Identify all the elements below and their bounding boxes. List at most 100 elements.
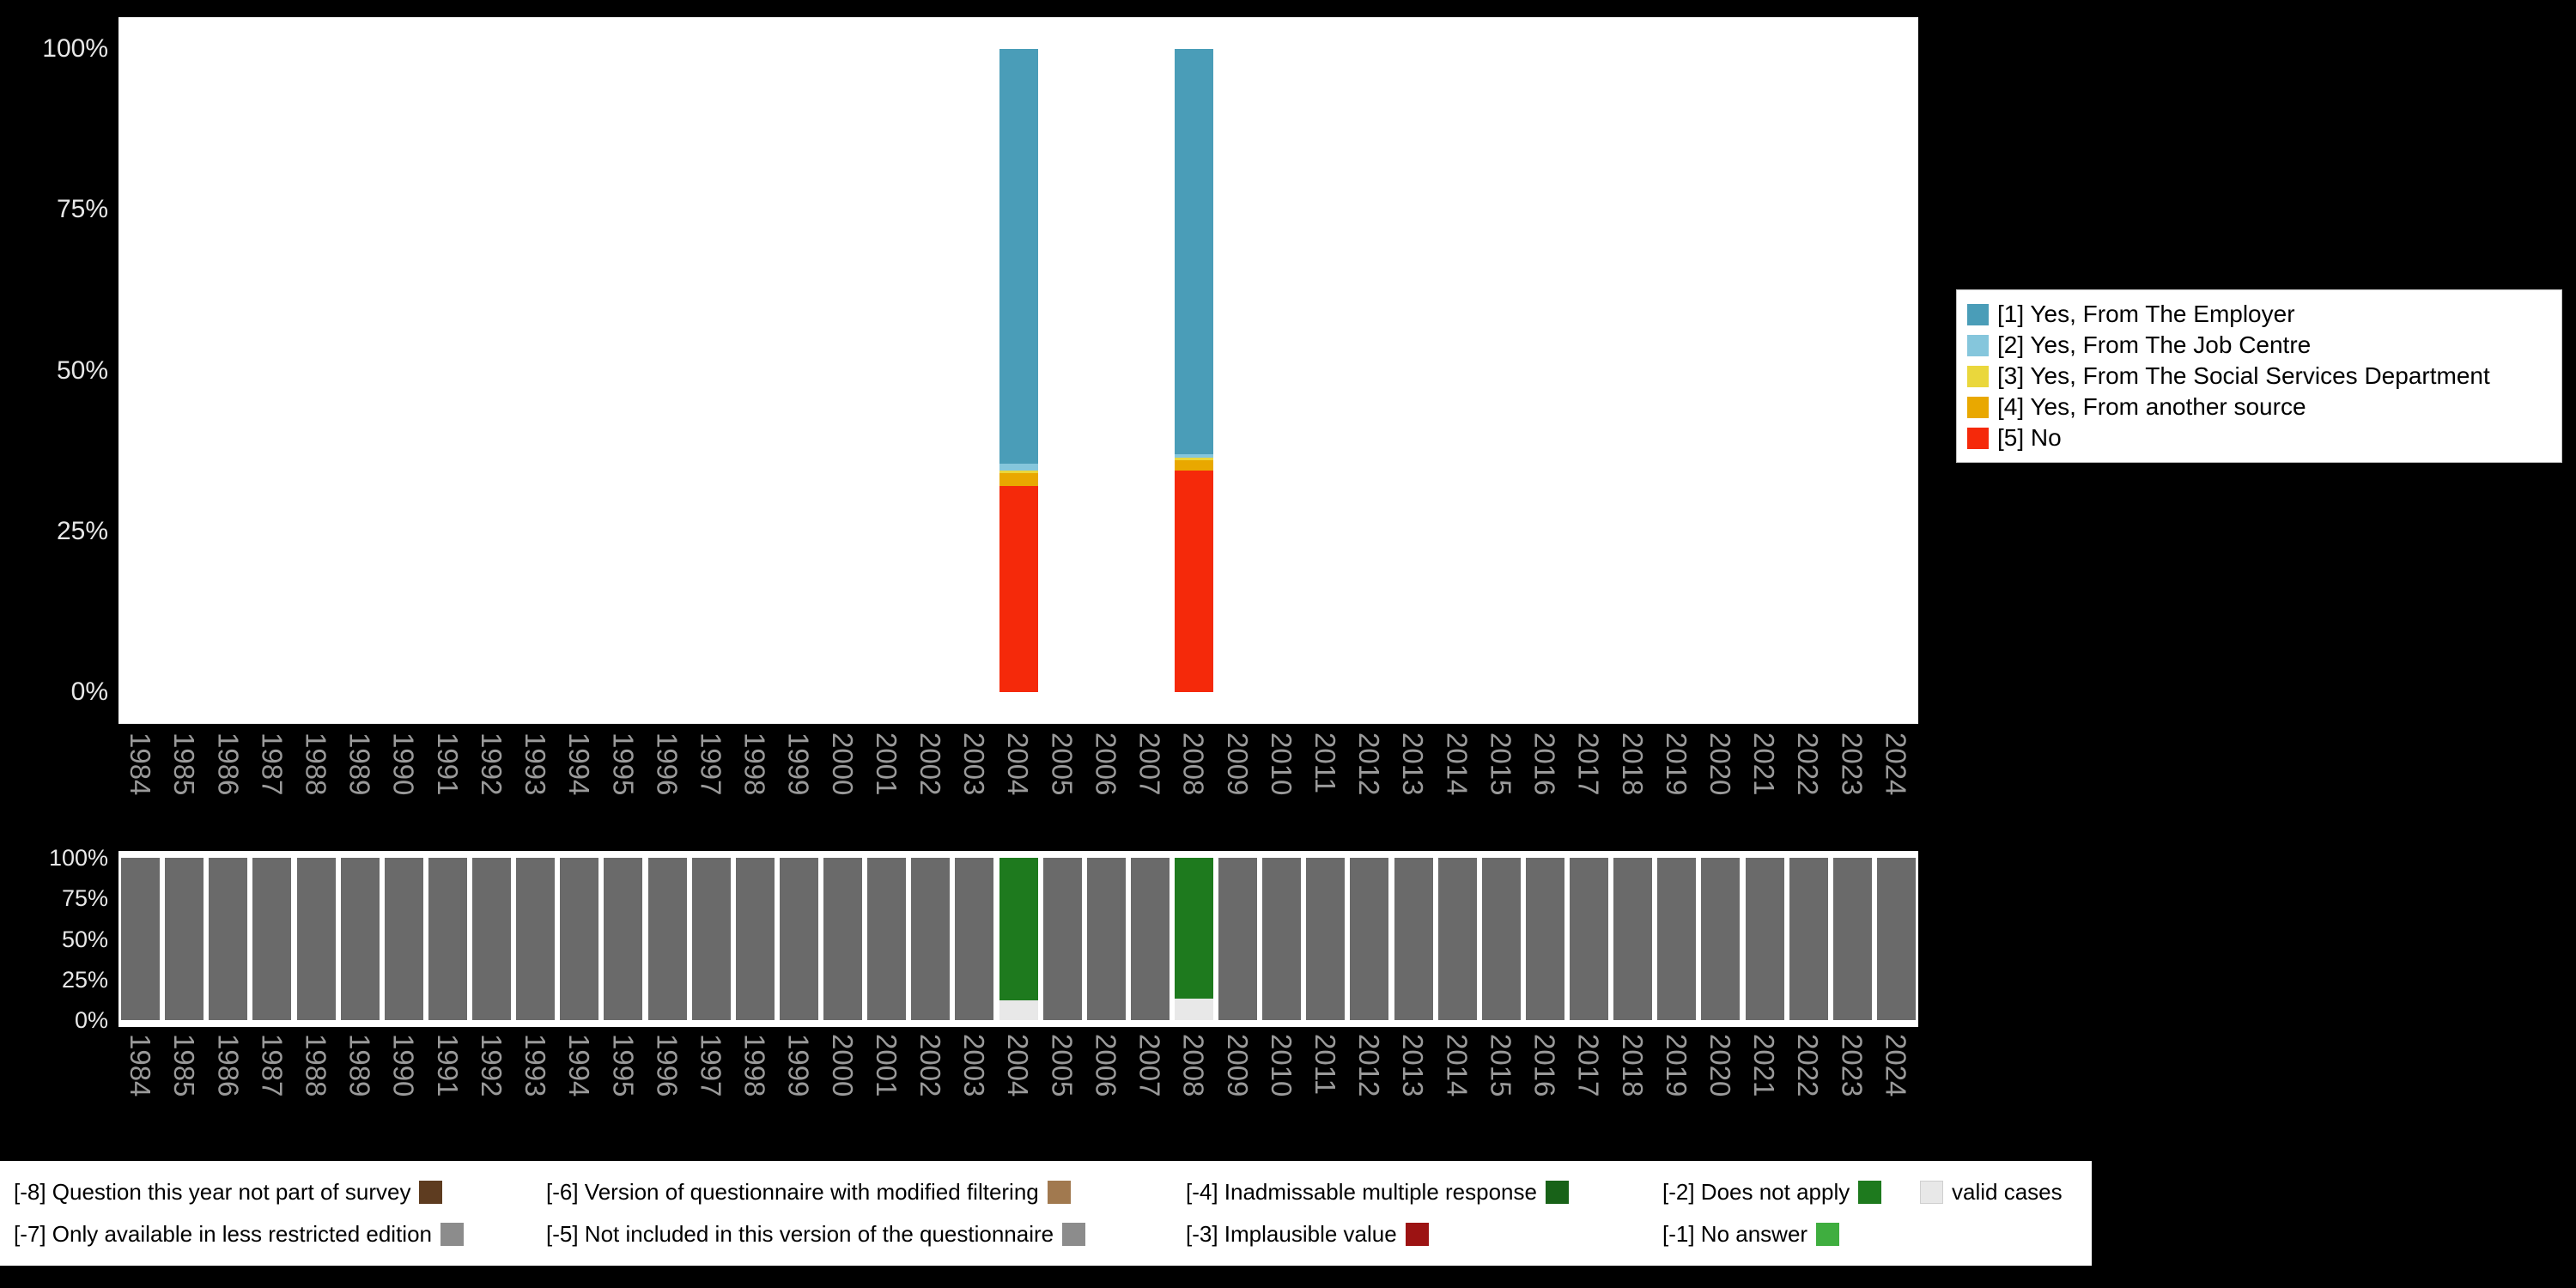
bar-segment-2-does-not-apply[interactable] xyxy=(999,858,1038,1001)
bar-segment-5-not-included-in-this-version-of-the-questionnaire[interactable] xyxy=(1350,858,1389,1020)
x-tick-label: 2019 xyxy=(1660,732,1692,796)
x-tick: 1994 xyxy=(557,732,601,832)
bar-segment-valid-cases[interactable] xyxy=(1174,999,1213,1020)
missing-legend-item[interactable]: [-1] No answer xyxy=(1662,1221,1920,1248)
bar-segment-3-yes-from-the-social-services-department[interactable] xyxy=(1174,457,1213,461)
bar-segment-5-not-included-in-this-version-of-the-questionnaire[interactable] xyxy=(604,858,643,1020)
x-tick-label: 2024 xyxy=(1880,1034,1912,1097)
x-tick: 1998 xyxy=(733,732,777,832)
y-tick-label: 0% xyxy=(74,1007,108,1033)
missing-legend-item[interactable]: valid cases xyxy=(1920,1179,2078,1206)
bar-segment-1-yes-from-the-employer[interactable] xyxy=(1174,49,1213,454)
distribution-bars-area xyxy=(118,49,1918,692)
bar-segment-5-not-included-in-this-version-of-the-questionnaire[interactable] xyxy=(647,858,687,1020)
x-tick-label: 2016 xyxy=(1528,732,1561,796)
y-tick-label: 75% xyxy=(61,885,108,912)
bar-segment-2-yes-from-the-job-centre[interactable] xyxy=(999,464,1038,471)
bar-segment-5-not-included-in-this-version-of-the-questionnaire[interactable] xyxy=(1570,858,1609,1020)
x-tick: 2019 xyxy=(1655,732,1698,832)
bar-segment-5-not-included-in-this-version-of-the-questionnaire[interactable] xyxy=(1306,858,1346,1020)
bar-segment-1-yes-from-the-employer[interactable] xyxy=(999,49,1038,465)
missing-legend-item[interactable]: [-5] Not included in this version of the… xyxy=(546,1221,1186,1248)
bar-segment-5-not-included-in-this-version-of-the-questionnaire[interactable] xyxy=(1789,858,1828,1020)
missing-legend-item[interactable]: [-2] Does not apply xyxy=(1662,1179,1920,1206)
legend-item[interactable]: [2] Yes, From The Job Centre xyxy=(1967,330,2551,361)
missing-values-legend: [-8] Question this year not part of surv… xyxy=(0,1161,2092,1266)
x-tick-label: 1992 xyxy=(475,1034,507,1097)
x-tick-label: 1992 xyxy=(475,732,507,796)
bar-segment-5-not-included-in-this-version-of-the-questionnaire[interactable] xyxy=(1218,858,1258,1020)
bar-segment-5-not-included-in-this-version-of-the-questionnaire[interactable] xyxy=(955,858,994,1020)
x-tick-label: 1999 xyxy=(782,732,815,796)
bar-segment-5-not-included-in-this-version-of-the-questionnaire[interactable] xyxy=(165,858,204,1020)
legend-item[interactable]: [5] No xyxy=(1967,422,2551,453)
bar-segment-5-no[interactable] xyxy=(1174,470,1213,692)
bar-segment-5-not-included-in-this-version-of-the-questionnaire[interactable] xyxy=(823,858,862,1020)
bar-segment-3-yes-from-the-social-services-department[interactable] xyxy=(999,470,1038,474)
x-tick: 2011 xyxy=(1303,1034,1347,1133)
bar-segment-5-not-included-in-this-version-of-the-questionnaire[interactable] xyxy=(1394,858,1433,1020)
bar-segment-5-not-included-in-this-version-of-the-questionnaire[interactable] xyxy=(384,858,423,1020)
bar-segment-2-yes-from-the-job-centre[interactable] xyxy=(1174,453,1213,458)
bar-segment-5-not-included-in-this-version-of-the-questionnaire[interactable] xyxy=(209,858,248,1020)
bar-segment-5-not-included-in-this-version-of-the-questionnaire[interactable] xyxy=(779,858,818,1020)
legend-item[interactable]: [1] Yes, From The Employer xyxy=(1967,299,2551,330)
bar-segment-5-not-included-in-this-version-of-the-questionnaire[interactable] xyxy=(911,858,951,1020)
bar-segment-5-not-included-in-this-version-of-the-questionnaire[interactable] xyxy=(340,858,380,1020)
x-tick: 1984 xyxy=(118,732,162,832)
missing-legend-item[interactable]: [-6] Version of questionnaire with modif… xyxy=(546,1179,1186,1206)
bar-segment-5-not-included-in-this-version-of-the-questionnaire[interactable] xyxy=(1745,858,1784,1020)
bar-segment-5-not-included-in-this-version-of-the-questionnaire[interactable] xyxy=(252,858,292,1020)
bar-segment-5-not-included-in-this-version-of-the-questionnaire[interactable] xyxy=(1701,858,1741,1020)
y-tick-label: 50% xyxy=(56,355,108,385)
bar-segment-5-not-included-in-this-version-of-the-questionnaire[interactable] xyxy=(1130,858,1170,1020)
legend-item[interactable]: [4] Yes, From another source xyxy=(1967,392,2551,422)
x-tick: 1996 xyxy=(645,732,689,832)
bar-segment-5-not-included-in-this-version-of-the-questionnaire[interactable] xyxy=(121,858,161,1020)
bar-segment-5-not-included-in-this-version-of-the-questionnaire[interactable] xyxy=(472,858,512,1020)
missing-legend-item[interactable]: [-8] Question this year not part of surv… xyxy=(14,1179,546,1206)
missing-legend-item[interactable]: [-7] Only available in less restricted e… xyxy=(14,1221,546,1248)
bar-segment-4-yes-from-another-source[interactable] xyxy=(999,473,1038,487)
x-tick: 1993 xyxy=(513,1034,557,1133)
x-tick-label: 2012 xyxy=(1353,732,1386,796)
missing-chart-plot xyxy=(118,851,1918,1027)
bar-segment-5-not-included-in-this-version-of-the-questionnaire[interactable] xyxy=(1876,858,1916,1020)
bar-segment-5-not-included-in-this-version-of-the-questionnaire[interactable] xyxy=(1613,858,1653,1020)
bar-segment-5-not-included-in-this-version-of-the-questionnaire[interactable] xyxy=(1437,858,1477,1020)
x-tick: 2000 xyxy=(821,732,865,832)
bar-segment-5-not-included-in-this-version-of-the-questionnaire[interactable] xyxy=(428,858,467,1020)
x-tick: 2018 xyxy=(1611,732,1655,832)
x-tick: 2015 xyxy=(1479,1034,1522,1133)
missing-legend-item[interactable]: [-3] Implausible value xyxy=(1186,1221,1662,1248)
x-tick: 2022 xyxy=(1786,1034,1830,1133)
bar-segment-5-not-included-in-this-version-of-the-questionnaire[interactable] xyxy=(1042,858,1082,1020)
x-tick: 2018 xyxy=(1611,1034,1655,1133)
distribution-x-axis: 1984 1985 1986 1987 1988 1989 1990 1991 1992 1993… xyxy=(118,732,1918,832)
legend-label: [2] Yes, From The Job Centre xyxy=(1997,331,2312,358)
bar-segment-valid-cases[interactable] xyxy=(999,1000,1038,1020)
bar-segment-5-no[interactable] xyxy=(999,486,1038,692)
x-tick-label: 1987 xyxy=(256,732,289,796)
x-tick: 2003 xyxy=(952,732,996,832)
missing-legend-swatch xyxy=(1405,1223,1429,1246)
bar-segment-5-not-included-in-this-version-of-the-questionnaire[interactable] xyxy=(691,858,731,1020)
bar-segment-5-not-included-in-this-version-of-the-questionnaire[interactable] xyxy=(296,858,336,1020)
bar-segment-5-not-included-in-this-version-of-the-questionnaire[interactable] xyxy=(1262,858,1302,1020)
legend-item[interactable]: [3] Yes, From The Social Services Depart… xyxy=(1967,361,2551,392)
bar-segment-5-not-included-in-this-version-of-the-questionnaire[interactable] xyxy=(1086,858,1126,1020)
bar-segment-5-not-included-in-this-version-of-the-questionnaire[interactable] xyxy=(1481,858,1521,1020)
missing-legend-item[interactable]: [-4] Inadmissable multiple response xyxy=(1186,1179,1662,1206)
bar-segment-5-not-included-in-this-version-of-the-questionnaire[interactable] xyxy=(1525,858,1564,1020)
bar-segment-5-not-included-in-this-version-of-the-questionnaire[interactable] xyxy=(516,858,556,1020)
bar-segment-5-not-included-in-this-version-of-the-questionnaire[interactable] xyxy=(867,858,907,1020)
bar-segment-5-not-included-in-this-version-of-the-questionnaire[interactable] xyxy=(560,858,599,1020)
bar-segment-5-not-included-in-this-version-of-the-questionnaire[interactable] xyxy=(1832,858,1872,1020)
bar-segment-4-yes-from-another-source[interactable] xyxy=(1174,460,1213,471)
bar-segment-2-does-not-apply[interactable] xyxy=(1174,858,1213,999)
bar-segment-5-not-included-in-this-version-of-the-questionnaire[interactable] xyxy=(735,858,775,1020)
missing-legend-label: [-3] Implausible value xyxy=(1186,1221,1397,1247)
x-tick: 1995 xyxy=(601,732,645,832)
bar-segment-5-not-included-in-this-version-of-the-questionnaire[interactable] xyxy=(1657,858,1697,1020)
x-tick-label: 2005 xyxy=(1046,1034,1078,1097)
